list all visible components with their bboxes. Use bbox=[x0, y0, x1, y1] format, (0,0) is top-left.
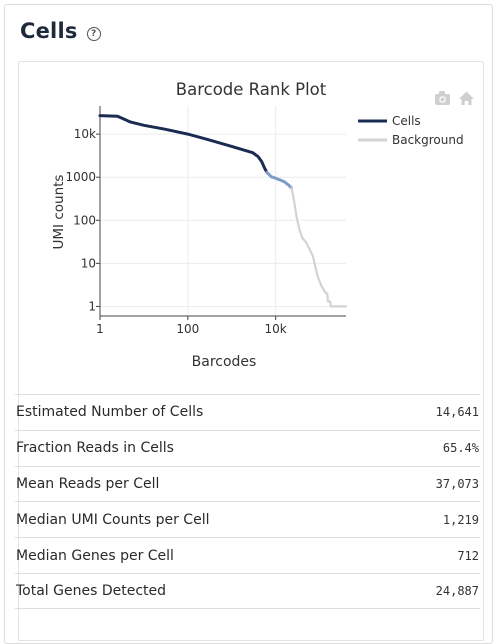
y-tick-label: 1 bbox=[88, 299, 96, 313]
section-header: Cells ? bbox=[20, 19, 101, 43]
legend-label: Cells bbox=[392, 114, 421, 128]
stat-label: Mean Reads per Cell bbox=[16, 475, 160, 492]
stat-value: 37,073 bbox=[435, 476, 479, 491]
stats-table: Estimated Number of Cells 14,641 Fraction … bbox=[15, 394, 480, 609]
x-axis-title: Barcodes bbox=[192, 354, 257, 370]
y-axis-title: UMI counts bbox=[51, 175, 67, 250]
chart-title: Barcode Rank Plot bbox=[176, 80, 327, 99]
stat-row: Mean Reads per Cell 37,073 bbox=[15, 465, 480, 502]
series-line bbox=[98, 114, 269, 174]
stat-value: 1,219 bbox=[442, 512, 479, 527]
stat-row: Median UMI Counts per Cell 1,219 bbox=[15, 501, 480, 537]
stat-label: Fraction Reads in Cells bbox=[16, 440, 174, 457]
stat-row: Median Genes per Cell 712 bbox=[15, 537, 480, 573]
stat-label: Estimated Number of Cells bbox=[16, 404, 204, 421]
stat-row: Fraction Reads in Cells 65.4% bbox=[15, 429, 480, 466]
stat-label: Median Genes per Cell bbox=[16, 547, 174, 564]
stat-label: Median UMI Counts per Cell bbox=[16, 511, 210, 528]
x-tick-label: 10k bbox=[265, 322, 287, 336]
chart-panel: Barcode Rank Plot 1 100 10k 1 10 100 1000 10k Bar… bbox=[18, 61, 484, 641]
section-title: Cells bbox=[20, 19, 78, 43]
home-icon[interactable] bbox=[459, 91, 474, 106]
y-tick-label: 10k bbox=[74, 127, 96, 141]
stat-row: Estimated Number of Cells 14,641 bbox=[15, 394, 480, 430]
stat-value: 712 bbox=[457, 548, 479, 563]
y-tick-label: 1000 bbox=[65, 170, 96, 184]
y-tick-label: 100 bbox=[73, 213, 96, 227]
series-line bbox=[265, 170, 293, 190]
camera-icon[interactable] bbox=[435, 91, 450, 105]
series-line bbox=[290, 187, 348, 308]
stat-row: Total Genes Detected 24,887 bbox=[15, 572, 480, 609]
stat-value: 14,641 bbox=[435, 405, 479, 420]
barcode-rank-plot: Barcode Rank Plot 1 100 10k 1 10 100 1000 10k Bar… bbox=[51, 80, 474, 370]
help-circle-icon[interactable]: ? bbox=[86, 27, 101, 41]
stat-value: 65.4% bbox=[442, 441, 479, 456]
x-tick-label: 100 bbox=[176, 322, 199, 336]
x-tick-label: 1 bbox=[96, 322, 104, 336]
y-tick-label: 10 bbox=[81, 256, 96, 270]
legend-label: Background bbox=[392, 133, 464, 147]
stat-label: Total Genes Detected bbox=[16, 582, 167, 599]
stat-value: 24,887 bbox=[435, 583, 479, 598]
